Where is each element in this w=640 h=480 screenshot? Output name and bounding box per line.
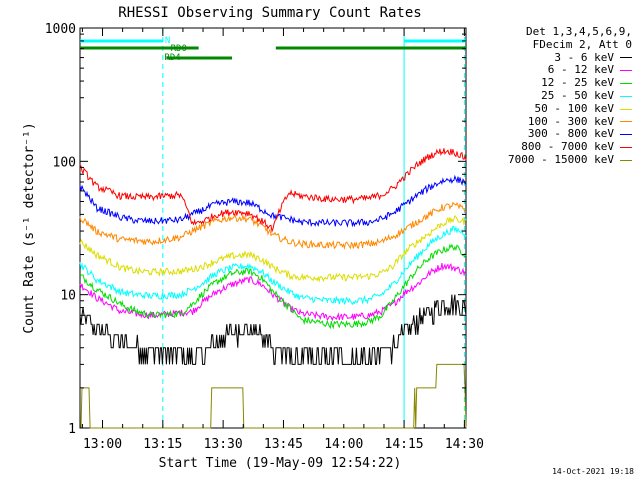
y-tick-label: 1 — [68, 422, 76, 437]
legend: Det 1,3,4,5,6,9, FDecim 2, Att 0 3 - 6 k… — [474, 25, 636, 167]
legend-entry-label: 7000 - 15000 keV — [508, 152, 614, 166]
legend-swatch — [620, 159, 632, 161]
x-tick-label: 14:15 — [385, 437, 424, 452]
legend-entry-label: 300 - 800 keV — [527, 127, 614, 141]
legend-entry-label: 3 - 6 keV — [554, 50, 614, 64]
legend-swatch — [620, 83, 632, 85]
y-axis: 1 10 100 1000 — [45, 22, 466, 437]
legend-entry: 25 - 50 keV — [474, 88, 636, 103]
legend-entry-label: 50 - 100 keV — [534, 101, 614, 115]
status-bar-label: N — [165, 36, 170, 46]
legend-swatch — [620, 147, 632, 149]
x-tick-label: 13:15 — [143, 437, 182, 452]
series-line — [79, 243, 467, 330]
legend-entry-label: 6 - 12 keV — [547, 63, 614, 77]
legend-entries: 3 - 6 keV 6 - 12 keV 12 - 25 keV 25 - 50 ke… — [474, 50, 636, 167]
legend-entry-label: 25 - 50 keV — [541, 88, 614, 102]
series-line — [79, 214, 467, 283]
legend-entry: 6 - 12 keV — [474, 64, 636, 77]
x-tick-label: 13:00 — [83, 437, 122, 452]
series-group — [79, 148, 467, 429]
x-axis-label: Start Time (19-May-09 12:54:22) — [159, 456, 402, 471]
legend-header-line2: FDecim 2, Att 0 — [532, 37, 632, 51]
legend-entry: 100 - 300 keV — [474, 114, 636, 129]
x-tick-label: 13:30 — [204, 437, 243, 452]
legend-entry-label: 12 - 25 keV — [541, 76, 614, 90]
legend-entry: 7000 - 15000 keV — [474, 152, 636, 167]
legend-swatch — [620, 57, 632, 59]
legend-swatch — [620, 134, 632, 136]
legend-entry: 50 - 100 keV — [474, 101, 636, 116]
series-line — [79, 174, 467, 228]
y-tick-label: 10 — [60, 289, 76, 304]
legend-entry: 300 - 800 keV — [474, 128, 636, 141]
chart-title: RHESSI Observing Summary Count Rates — [118, 5, 421, 21]
y-tick-label: 100 — [53, 155, 76, 170]
legend-entry: 12 - 25 keV — [474, 76, 636, 90]
legend-swatch — [620, 121, 632, 123]
legend-entry-label: 800 - 7000 keV — [521, 140, 614, 154]
series-line — [80, 363, 467, 429]
legend-swatch — [620, 70, 632, 72]
series-line — [79, 225, 467, 306]
legend-swatch — [620, 108, 632, 110]
legend-entry: 3 - 6 keV — [474, 50, 636, 65]
series-line — [79, 263, 467, 322]
x-tick-label: 14:30 — [445, 437, 484, 452]
y-axis-label: Count Rate (s⁻¹ detector⁻¹) — [22, 122, 37, 333]
timestamp-footer: 14-Oct-2021 19:18 — [552, 467, 634, 476]
vertical-markers — [162, 28, 465, 428]
x-axis: 13:00 13:15 13:30 13:45 14:00 14:15 14:30 — [81, 28, 484, 452]
legend-header-line1: Det 1,3,4,5,6,9, — [526, 25, 632, 38]
x-tick-label: 13:45 — [264, 437, 303, 452]
status-bar-label: RD4 — [164, 53, 180, 63]
legend-entry: 800 - 7000 keV — [474, 140, 636, 154]
status-bar-label: RD0 — [171, 44, 187, 54]
legend-swatch — [620, 95, 632, 97]
y-tick-label: 1000 — [45, 22, 76, 37]
legend-entry-label: 100 - 300 keV — [527, 114, 614, 128]
x-tick-label: 14:00 — [324, 437, 363, 452]
series-line — [79, 148, 467, 234]
series-line — [79, 201, 467, 250]
series-line — [79, 294, 467, 365]
